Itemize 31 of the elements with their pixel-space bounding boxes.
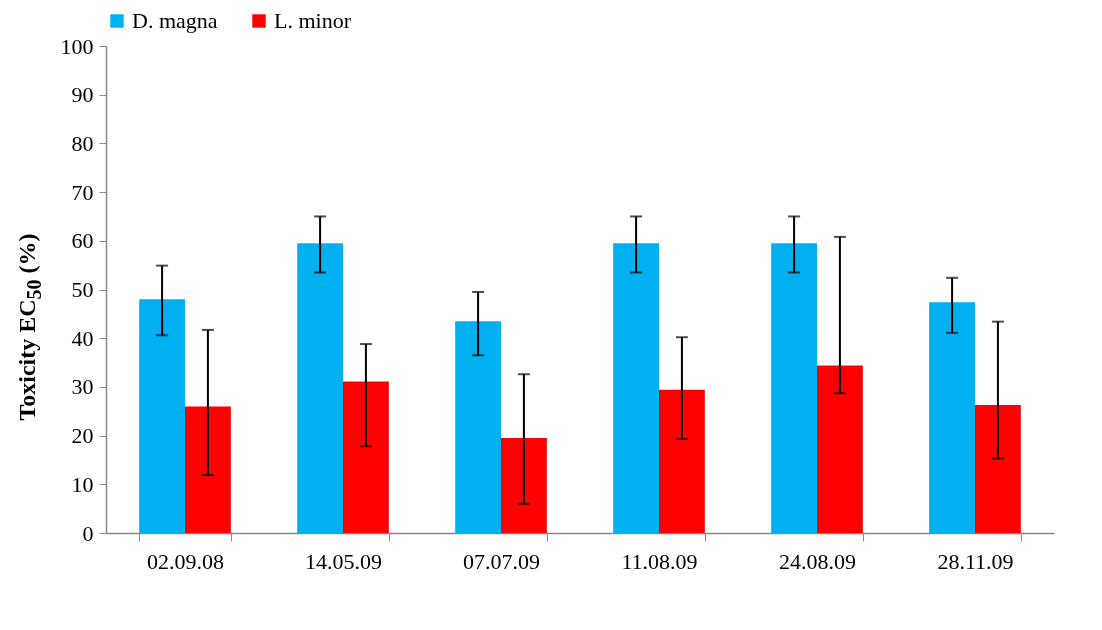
legend-label: L. minor [274,8,352,33]
x-tick-label: 24.08.09 [779,548,856,574]
x-tick-label: 07.07.09 [463,548,540,574]
x-tick-label: 02.09.08 [147,548,224,574]
x-tick-label: 28.11.09 [937,548,1014,574]
y-tick-label: 10 [71,471,94,497]
bar [343,381,389,533]
legend-label: D. magna [132,8,218,33]
bar [185,406,231,533]
y-tick-label: 20 [71,423,94,449]
bar [297,243,343,533]
y-tick-label: 90 [71,82,94,108]
bar [613,243,659,533]
y-tick-label: 30 [71,374,94,400]
y-tick-label: 100 [60,33,94,59]
bar [771,243,817,533]
y-tick-label: 80 [71,130,94,156]
y-tick-label: 0 [82,520,94,546]
bar [929,302,975,533]
x-tick-label: 11.08.09 [621,548,698,574]
x-tick-label: 14.05.09 [305,548,382,574]
y-tick-label: 50 [71,277,94,302]
bar [817,365,863,533]
y-tick-label: 70 [71,179,94,205]
y-tick-label: 40 [71,325,94,351]
bar [501,438,547,533]
bar [139,299,185,533]
y-tick-label: 60 [71,228,94,254]
bar [975,404,1021,533]
bar [455,321,501,533]
bar [659,389,705,533]
